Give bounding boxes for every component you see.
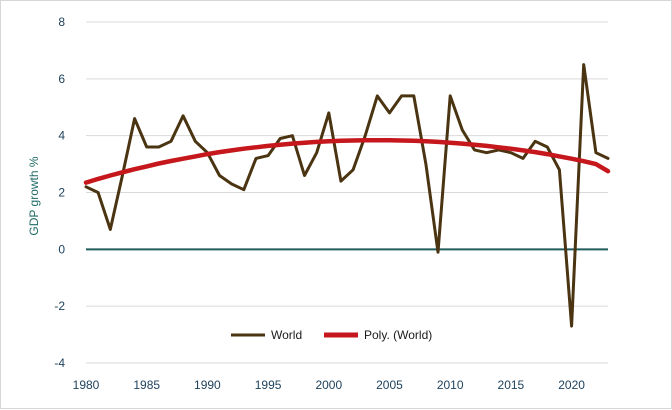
series-lines [83, 63, 611, 328]
x-tick-labels: 1980 1985 1990 1995 2000 2005 2010 2015 2020 [73, 378, 586, 392]
y-tick-label: -4 [54, 356, 65, 370]
x-tick-label: 2010 [437, 378, 464, 392]
x-tick-label: 2020 [558, 378, 585, 392]
series-line-world [84, 63, 610, 328]
y-tick-label: 8 [58, 15, 65, 29]
x-tick-label: 1995 [255, 378, 282, 392]
legend-poly-label: Poly. (World) [364, 328, 432, 342]
y-axis-title: GDP growth % [27, 156, 41, 235]
x-tick-label: 1990 [194, 378, 221, 392]
x-tick-label: 2005 [376, 378, 403, 392]
series-line-poly-world [83, 137, 611, 185]
x-tick-label: 1985 [133, 378, 160, 392]
y-tick-label: 0 [58, 242, 65, 256]
legend-world-label: World [271, 328, 302, 342]
y-tick-label: 4 [58, 129, 65, 143]
x-tick-label: 2000 [315, 378, 342, 392]
x-tick-label: 2015 [498, 378, 525, 392]
y-tick-label: 6 [58, 72, 65, 86]
y-tick-label: 2 [58, 186, 65, 200]
y-tick-label: -2 [54, 299, 65, 313]
y-tick-labels: -4 -2 0 2 4 6 8 [54, 15, 65, 370]
gridlines [86, 21, 608, 364]
legend: World Poly. (World) [231, 328, 432, 342]
x-tick-label: 1980 [73, 378, 100, 392]
